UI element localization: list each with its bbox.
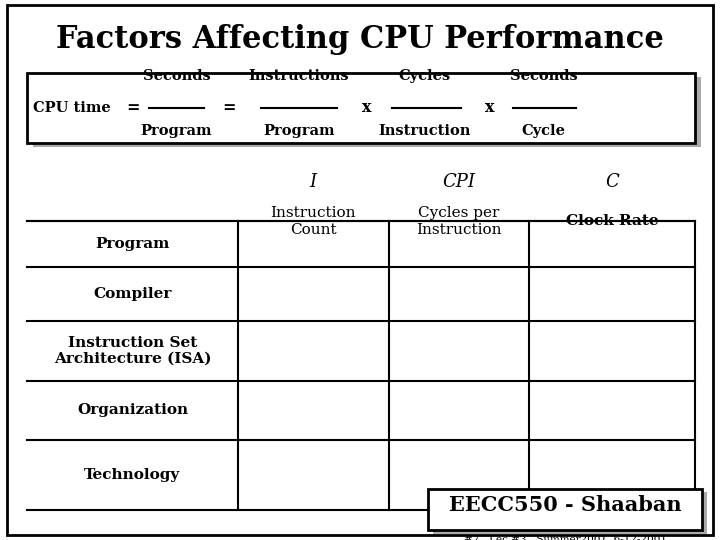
Text: Program: Program [140,124,212,138]
Text: Seconds: Seconds [510,69,577,83]
Text: Instruction: Instruction [379,124,471,138]
Text: CPI: CPI [443,173,475,191]
Text: Program: Program [95,238,170,251]
Text: EECC550 - Shaaban: EECC550 - Shaaban [449,495,682,515]
Text: Seconds: Seconds [143,69,210,83]
Text: =: = [222,99,235,117]
Text: Cycle: Cycle [521,124,566,138]
Text: #7   Lec #3   Summer2001  6-12-2001: #7 Lec #3 Summer2001 6-12-2001 [464,536,667,540]
FancyBboxPatch shape [428,489,702,530]
Text: CPU time: CPU time [33,101,111,115]
FancyBboxPatch shape [27,73,695,143]
Text: Compiler: Compiler [94,287,171,301]
Text: Program: Program [263,124,335,138]
Text: Technology: Technology [84,468,181,482]
Text: Factors Affecting CPU Performance: Factors Affecting CPU Performance [56,24,664,55]
FancyBboxPatch shape [433,492,707,534]
Text: I: I [310,173,317,191]
Text: Instruction
Count: Instruction Count [271,206,356,237]
Text: Cycles: Cycles [399,69,451,83]
Text: x: x [362,99,372,117]
Text: Cycles per
Instruction: Cycles per Instruction [416,206,502,237]
Text: x: x [485,99,495,117]
Text: Clock Rate: Clock Rate [566,214,658,228]
FancyBboxPatch shape [7,5,713,535]
Text: Organization: Organization [77,403,188,417]
Text: Instructions: Instructions [248,69,349,83]
Text: Instruction Set
Architecture (ISA): Instruction Set Architecture (ISA) [54,336,211,366]
FancyBboxPatch shape [33,77,701,147]
Text: C: C [605,173,619,191]
Text: =: = [127,99,140,117]
